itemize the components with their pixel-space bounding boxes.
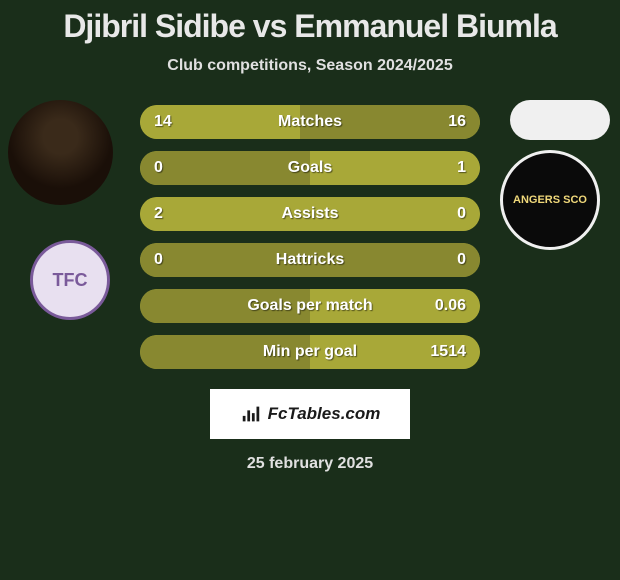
stat-row-goals: 0 Goals 1	[140, 151, 480, 185]
subtitle: Club competitions, Season 2024/2025	[167, 57, 452, 75]
stat-left-value: 14	[154, 113, 172, 131]
stat-right-value: 1	[457, 159, 466, 177]
stat-label: Matches	[278, 113, 342, 131]
chart-icon	[240, 403, 262, 425]
stat-left-value: 2	[154, 205, 163, 223]
stat-right-value: 0.06	[435, 297, 466, 315]
date-text: 25 february 2025	[247, 455, 373, 473]
stat-right-value: 16	[448, 113, 466, 131]
comparison-card: Djibril Sidibe vs Emmanuel Biumla Club c…	[0, 0, 620, 580]
branding-text: FcTables.com	[268, 404, 381, 424]
page-title: Djibril Sidibe vs Emmanuel Biumla	[63, 8, 556, 45]
player1-name: Djibril Sidibe	[63, 8, 245, 44]
stat-row-goals-per-match: Goals per match 0.06	[140, 289, 480, 323]
stat-row-assists: 2 Assists 0	[140, 197, 480, 231]
stat-label: Assists	[282, 205, 339, 223]
player2-name: Emmanuel Biumla	[294, 8, 556, 44]
stat-row-hattricks: 0 Hattricks 0	[140, 243, 480, 277]
player1-club-badge	[30, 240, 110, 320]
vs-separator: vs	[253, 8, 287, 44]
stats-list: 14 Matches 16 0 Goals 1 2 Assists 0 0 Ha…	[140, 105, 480, 369]
player2-club-badge: ANGERS SCO	[500, 150, 600, 250]
player1-avatar	[8, 100, 113, 205]
branding-box: FcTables.com	[210, 389, 410, 439]
stat-row-matches: 14 Matches 16	[140, 105, 480, 139]
main-area: ANGERS SCO 14 Matches 16 0 Goals 1 2 Ass…	[0, 105, 620, 369]
stat-row-min-per-goal: Min per goal 1514	[140, 335, 480, 369]
stat-right-value: 1514	[430, 343, 466, 361]
stat-label: Goals per match	[247, 297, 372, 315]
club-right-label: ANGERS SCO	[513, 194, 587, 206]
stat-right-value: 0	[457, 205, 466, 223]
stat-left-value: 0	[154, 159, 163, 177]
stat-label: Hattricks	[276, 251, 344, 269]
stat-left-value: 0	[154, 251, 163, 269]
stat-label: Goals	[288, 159, 332, 177]
stat-label: Min per goal	[263, 343, 357, 361]
player2-avatar	[510, 100, 610, 140]
stat-right-value: 0	[457, 251, 466, 269]
